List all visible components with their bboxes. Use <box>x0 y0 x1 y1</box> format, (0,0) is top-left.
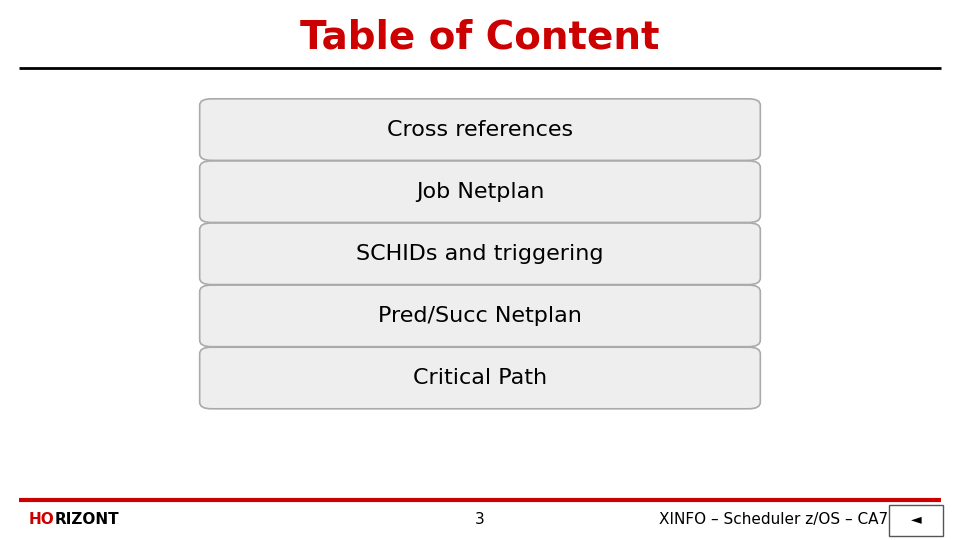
FancyBboxPatch shape <box>200 223 760 285</box>
Text: Table of Content: Table of Content <box>300 19 660 57</box>
Text: Critical Path: Critical Path <box>413 368 547 388</box>
Text: Job Netplan: Job Netplan <box>416 181 544 202</box>
Text: HO: HO <box>29 512 55 527</box>
FancyBboxPatch shape <box>889 505 943 536</box>
Text: Pred/Succ Netplan: Pred/Succ Netplan <box>378 306 582 326</box>
Text: SCHIDs and triggering: SCHIDs and triggering <box>356 244 604 264</box>
FancyBboxPatch shape <box>200 285 760 347</box>
Text: Cross references: Cross references <box>387 119 573 140</box>
Text: 3: 3 <box>475 512 485 527</box>
Text: RIZONT: RIZONT <box>55 512 119 527</box>
Text: ◄: ◄ <box>910 512 922 526</box>
FancyBboxPatch shape <box>200 347 760 409</box>
Text: XINFO – Scheduler z/OS – CA7: XINFO – Scheduler z/OS – CA7 <box>659 512 888 527</box>
FancyBboxPatch shape <box>200 161 760 222</box>
FancyBboxPatch shape <box>200 99 760 160</box>
